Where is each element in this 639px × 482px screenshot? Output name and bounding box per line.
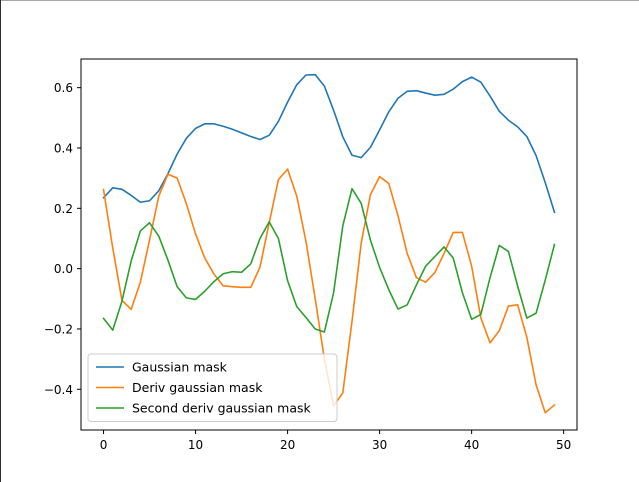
y-tick-label: −0.4 [44,383,73,397]
legend: Gaussian mask Deriv gaussian mask Second d… [87,353,338,422]
axes-frame [80,58,578,431]
x-tick-label: 10 [188,438,203,452]
window-top-edge [0,0,639,1]
series-line-1 [102,73,556,214]
y-tick-label: 0.6 [54,81,73,95]
x-tick-label: 40 [464,438,479,452]
y-axis-ticks: −0.4 −0.2 0.0 0.2 0.4 0.6 [44,81,81,397]
x-tick-label: 50 [556,438,571,452]
series-line-3 [102,187,556,333]
x-tick-label: 20 [280,438,295,452]
legend-label-2: Deriv gaussian mask [132,380,263,395]
y-tick-label: 0.2 [54,202,73,216]
x-axis-ticks: 0 10 20 30 40 50 [100,430,571,452]
x-tick-label: 0 [100,438,108,452]
legend-label-3: Second deriv gaussian mask [132,401,312,416]
y-tick-label: −0.2 [44,322,73,336]
x-tick-label: 30 [372,438,387,452]
window-left-edge [0,0,1,482]
y-tick-label: 0.0 [54,262,73,276]
legend-box [87,353,338,422]
legend-label-1: Gaussian mask [132,360,228,375]
y-tick-label: 0.4 [54,141,73,155]
